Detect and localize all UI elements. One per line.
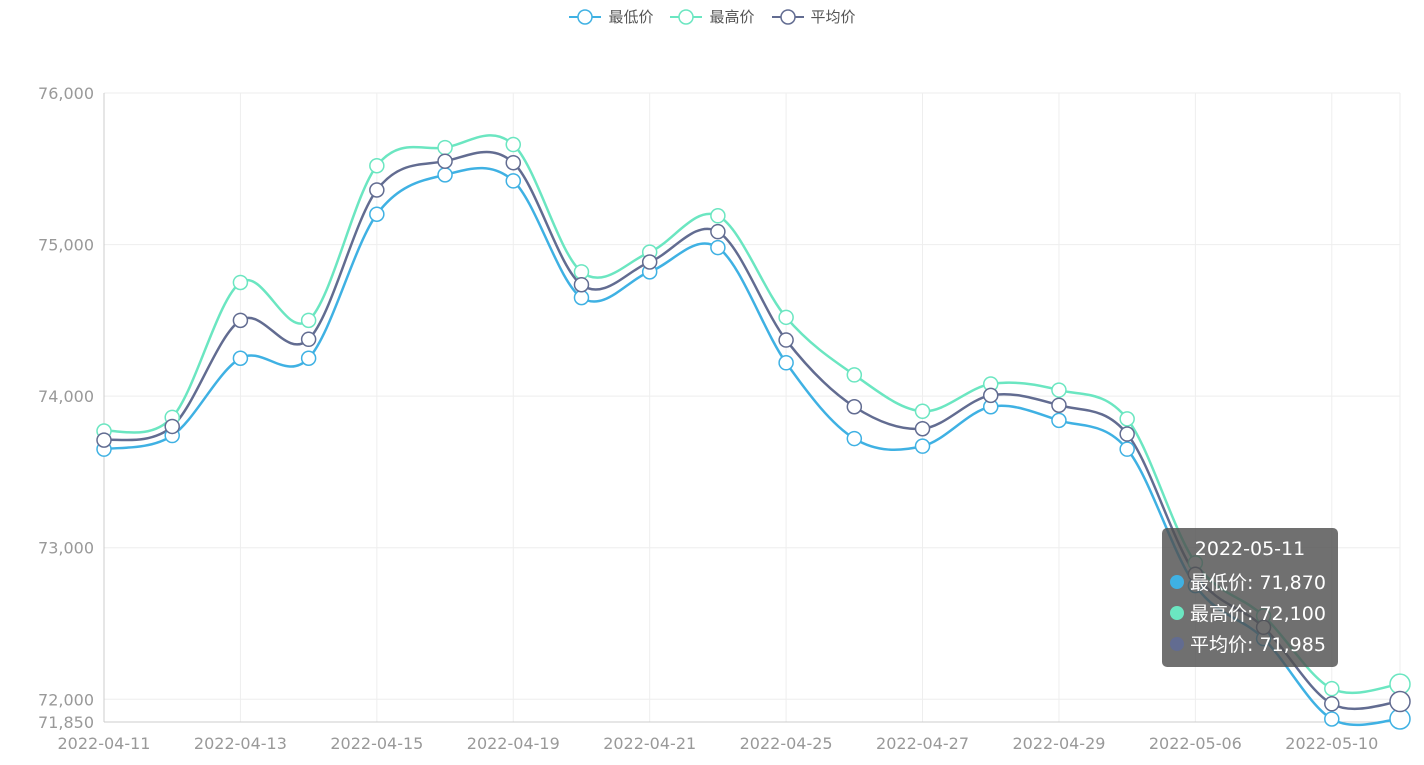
legend-high-label: 最高价 (709, 8, 755, 26)
data-point-low (710, 239, 726, 256)
legend-high-marker (670, 8, 703, 25)
legend-avg-label: 平均价 (810, 8, 856, 26)
data-point-low (300, 350, 317, 366)
chart-legend: 最低价 最高价 平均价 (0, 6, 1424, 27)
data-point-avg (1119, 426, 1135, 442)
tooltip-row-low: 最低价: 71,870 (1170, 566, 1330, 597)
x-tick-label: 2022-05-10 (1285, 734, 1378, 753)
x-tick-label: 2022-04-15 (330, 734, 423, 753)
data-point-avg (914, 420, 931, 437)
tooltip-low-dot (1170, 574, 1184, 589)
data-point-avg (1051, 397, 1067, 413)
data-point-high (1051, 382, 1067, 398)
legend-low-label: 最低价 (608, 8, 654, 26)
data-point-high (846, 367, 863, 383)
tooltip-high-dot (1170, 605, 1184, 620)
legend-item-avg[interactable]: 平均价 (771, 6, 856, 27)
data-point-low (232, 350, 249, 366)
data-point-low (1051, 412, 1067, 429)
data-point-avg (1389, 690, 1411, 713)
x-tick-label: 2022-04-19 (467, 734, 560, 753)
data-point-high (505, 136, 522, 153)
data-point-low (846, 430, 863, 447)
data-point-avg (710, 223, 726, 240)
tooltip-low-text: 最低价: 71,870 (1190, 572, 1326, 594)
tooltip-high-text: 最高价: 72,100 (1190, 603, 1326, 625)
chart-tooltip: 2022-05-11 最低价: 71,870 最高价: 72,100 平均价: … (1162, 528, 1338, 667)
data-point-high (1119, 411, 1135, 427)
data-point-high (573, 264, 590, 280)
data-point-low (778, 355, 794, 371)
data-point-avg (164, 418, 180, 435)
data-point-high (369, 158, 385, 174)
x-tick-label: 2022-04-11 (58, 734, 151, 753)
tooltip-avg-dot (1170, 636, 1184, 651)
data-point-avg (641, 254, 658, 270)
y-tick-label: 72,000 (38, 690, 94, 709)
x-tick-label: 2022-04-21 (603, 734, 696, 753)
x-tick-label: 2022-05-06 (1149, 734, 1242, 753)
data-point-high (232, 274, 249, 291)
x-tick-label: 2022-04-13 (194, 734, 287, 753)
data-point-high (1324, 680, 1340, 697)
y-tick-label: 71,850 (38, 713, 94, 732)
data-point-high (914, 403, 931, 420)
data-point-low (573, 289, 590, 306)
legend-item-high[interactable]: 最高价 (669, 6, 755, 27)
data-point-avg (846, 398, 863, 415)
data-point-avg (437, 153, 453, 169)
data-point-low (914, 438, 931, 454)
legend-avg-marker (771, 8, 804, 25)
data-point-avg (300, 331, 317, 348)
data-point-avg (778, 332, 794, 348)
legend-low-marker (569, 8, 602, 25)
data-point-avg (573, 276, 590, 293)
data-point-low (1324, 711, 1340, 727)
data-point-low (505, 173, 522, 189)
x-tick-label: 2022-04-27 (876, 734, 969, 753)
data-point-low (1119, 441, 1135, 457)
legend-item-low[interactable]: 最低价 (568, 6, 653, 27)
data-point-avg (982, 387, 999, 404)
data-point-high (778, 309, 794, 326)
data-point-avg (369, 182, 385, 198)
data-point-avg (96, 432, 112, 448)
data-point-avg (232, 312, 249, 329)
x-tick-label: 2022-04-25 (740, 734, 833, 753)
data-point-avg (505, 154, 522, 171)
x-tick-label: 2022-04-29 (1012, 734, 1105, 753)
tooltip-title: 2022-05-11 (1194, 538, 1306, 560)
data-point-low (437, 167, 453, 183)
y-tick-label: 75,000 (38, 236, 94, 255)
data-point-low (369, 206, 385, 223)
data-point-high (710, 208, 726, 224)
tooltip-avg-text: 平均价: 71,985 (1190, 634, 1326, 656)
tooltip-row-avg: 平均价: 71,985 (1170, 628, 1330, 659)
y-tick-label: 73,000 (38, 539, 94, 558)
data-point-high (437, 139, 453, 156)
y-tick-label: 74,000 (38, 387, 94, 406)
y-tick-label: 76,000 (38, 84, 94, 103)
data-point-high (300, 312, 317, 329)
data-point-avg (1324, 696, 1340, 712)
tooltip-row-high: 最高价: 72,100 (1170, 597, 1330, 628)
